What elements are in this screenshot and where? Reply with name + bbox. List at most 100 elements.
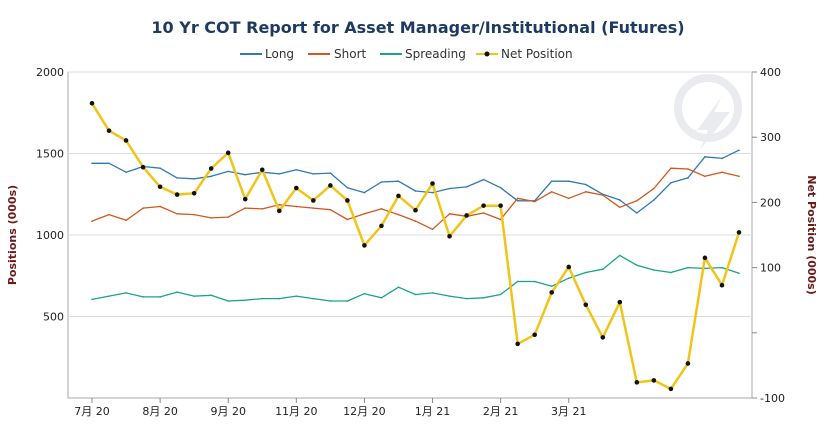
point-short — [601, 194, 604, 196]
point-long — [176, 177, 178, 179]
left-tick-label: 500 — [43, 311, 64, 324]
point-short — [227, 216, 230, 218]
left-axis-ticks: 2000 1500 1000 500 — [36, 66, 64, 324]
point-long — [329, 172, 332, 174]
series-line-short — [91, 167, 740, 230]
x-tick-label: 1月 21 — [415, 405, 451, 418]
point-long — [670, 182, 672, 184]
point-spreading — [636, 264, 638, 266]
point-long — [295, 169, 298, 171]
right-axis-ticks: 400 300 200 100 -100 — [752, 66, 785, 405]
point-long — [482, 178, 485, 181]
chart-title: 10 Yr COT Report for Asset Manager/Insti… — [151, 18, 684, 37]
right-tick-label: 400 — [760, 66, 781, 79]
point-spreading — [670, 271, 672, 274]
point-short — [704, 175, 706, 178]
point-spreading — [244, 299, 247, 302]
point-short — [653, 187, 655, 190]
point-short — [738, 175, 740, 178]
point-net-position — [208, 166, 214, 171]
point-net-position — [413, 207, 418, 213]
point-short — [380, 208, 383, 210]
point-long — [567, 180, 570, 183]
point-spreading — [295, 295, 298, 297]
point-short — [91, 220, 93, 222]
legend-item-short[interactable]: Short — [308, 47, 366, 61]
point-net-position — [515, 341, 520, 347]
point-spreading — [704, 267, 706, 270]
point-long — [159, 167, 161, 169]
point-spreading — [227, 300, 230, 302]
point-spreading — [448, 295, 451, 297]
point-short — [312, 207, 315, 209]
legend-item-net-position[interactable]: Net Position — [476, 47, 573, 61]
point-short — [210, 217, 212, 219]
point-net-position — [498, 203, 503, 208]
point-net-position — [651, 378, 657, 383]
point-long — [738, 149, 740, 152]
point-spreading — [397, 286, 400, 288]
point-long — [312, 173, 315, 175]
point-net-position — [617, 299, 623, 305]
series-line-net-position — [90, 102, 741, 391]
point-net-position — [225, 150, 231, 156]
point-short — [670, 167, 672, 169]
point-spreading — [363, 292, 366, 295]
point-short — [142, 207, 144, 209]
point-spreading — [108, 295, 110, 297]
point-short — [687, 168, 689, 170]
point-net-position — [276, 208, 282, 214]
watermark-logo — [674, 74, 742, 150]
x-tick-label: 3月 21 — [551, 405, 587, 418]
point-short — [363, 213, 366, 215]
right-axis-title: Net Position (000s) — [805, 175, 818, 295]
point-short — [550, 191, 553, 193]
left-tick-label: 2000 — [36, 66, 64, 79]
point-long — [704, 155, 706, 158]
point-short — [448, 213, 451, 215]
point-spreading — [312, 297, 315, 300]
point-short — [108, 213, 110, 216]
point-net-position — [634, 380, 640, 385]
point-net-position — [481, 203, 486, 208]
point-net-position — [430, 181, 435, 186]
point-long — [227, 170, 230, 173]
legend-label-short: Short — [334, 47, 366, 61]
point-spreading — [482, 296, 485, 299]
point-spreading — [601, 268, 604, 271]
point-short — [329, 208, 332, 211]
legend-item-long[interactable]: Long — [240, 47, 294, 61]
x-tick-label: 9月 20 — [210, 405, 246, 418]
point-long — [448, 187, 451, 190]
x-tick-label: 7月 20 — [74, 405, 110, 418]
legend-marker-net-position — [484, 51, 490, 57]
point-long — [125, 171, 127, 174]
point-short — [278, 204, 281, 206]
point-long — [193, 177, 195, 180]
point-spreading — [516, 280, 519, 283]
point-long — [687, 177, 689, 179]
point-short — [414, 220, 417, 222]
legend-label-net-position: Net Position — [501, 47, 573, 61]
point-spreading — [414, 293, 417, 296]
point-short — [636, 199, 638, 202]
point-spreading — [721, 266, 723, 269]
point-long — [210, 175, 212, 178]
right-tick-label: 100 — [760, 262, 781, 275]
point-spreading — [431, 292, 434, 294]
point-spreading — [465, 297, 468, 300]
point-long — [431, 191, 434, 194]
point-short — [431, 228, 434, 231]
point-long — [721, 157, 723, 160]
point-short — [397, 213, 400, 216]
point-short — [482, 212, 485, 214]
point-long — [278, 173, 281, 175]
point-spreading — [567, 277, 570, 279]
x-tick-label: 8月 20 — [142, 405, 178, 418]
point-net-position — [379, 223, 384, 229]
point-net-position — [549, 290, 555, 295]
legend-item-spreading[interactable]: Spreading — [380, 47, 466, 61]
point-net-position — [702, 255, 708, 261]
point-long — [653, 199, 655, 201]
